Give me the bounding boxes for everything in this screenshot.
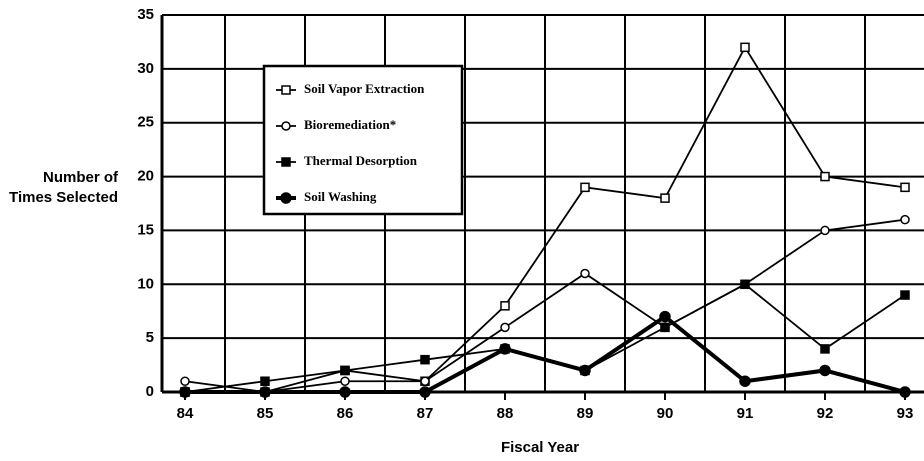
marker (739, 375, 751, 387)
marker (420, 354, 430, 365)
marker (580, 182, 590, 193)
marker (339, 386, 351, 398)
legend-label: Soil Washing (304, 189, 377, 204)
x-tick-label: 90 (657, 405, 674, 422)
x-tick-label: 91 (737, 405, 754, 422)
marker (660, 193, 670, 203)
x-tick-label: 85 (257, 405, 274, 422)
series-line (185, 45, 906, 393)
marker (340, 365, 350, 376)
x-tick-label: 86 (337, 405, 354, 422)
marker (340, 376, 350, 386)
x-tick-label: 92 (817, 405, 834, 422)
marker (419, 386, 431, 398)
marker (900, 214, 910, 225)
marker (900, 182, 910, 193)
y-tick-label: 25 (137, 114, 154, 131)
x-tick-label: 88 (497, 405, 514, 422)
y-tick-label: 20 (137, 168, 154, 185)
marker (820, 171, 830, 182)
marker (500, 322, 510, 333)
marker (580, 268, 590, 279)
y-tick-label: 35 (137, 6, 154, 23)
x-tick-label: 84 (177, 405, 194, 422)
series-line (184, 218, 906, 393)
marker (500, 301, 510, 311)
legend-label: Soil Vapor Extraction (304, 81, 425, 96)
marker (420, 376, 430, 386)
marker (179, 386, 191, 398)
marker (180, 376, 190, 386)
marker (281, 157, 291, 167)
y-tick-label: 15 (137, 221, 154, 238)
marker (281, 121, 291, 131)
marker (659, 310, 671, 323)
x-tick-label: 93 (897, 405, 914, 422)
y-tick-label: 30 (137, 60, 154, 77)
marker (819, 364, 831, 377)
marker (820, 344, 830, 354)
marker (579, 364, 591, 377)
legend: Soil Vapor Extraction Bioremediation* Ther… (262, 64, 464, 216)
marker (260, 376, 270, 386)
legend-box (262, 64, 464, 216)
marker (499, 343, 511, 355)
marker (900, 290, 910, 300)
marker (740, 279, 750, 290)
y-tick-label: 5 (146, 329, 154, 346)
x-tick-label: 89 (577, 405, 594, 422)
series-line (185, 314, 906, 394)
marker (899, 386, 911, 398)
x-tick-label: 87 (417, 405, 434, 422)
y-tick-label: 0 (146, 383, 154, 400)
marker (280, 192, 292, 204)
y-axis-label: Number of Times Selected (9, 169, 118, 206)
marker (660, 322, 670, 333)
legend-label: Thermal Desorption (304, 153, 418, 168)
x-axis-label: Fiscal Year (501, 439, 579, 456)
marker (740, 42, 750, 53)
marker (281, 85, 291, 95)
marker (259, 386, 271, 398)
legend-label: Bioremediation* (304, 117, 396, 132)
y-tick-label: 10 (137, 275, 154, 292)
marker (820, 225, 830, 236)
